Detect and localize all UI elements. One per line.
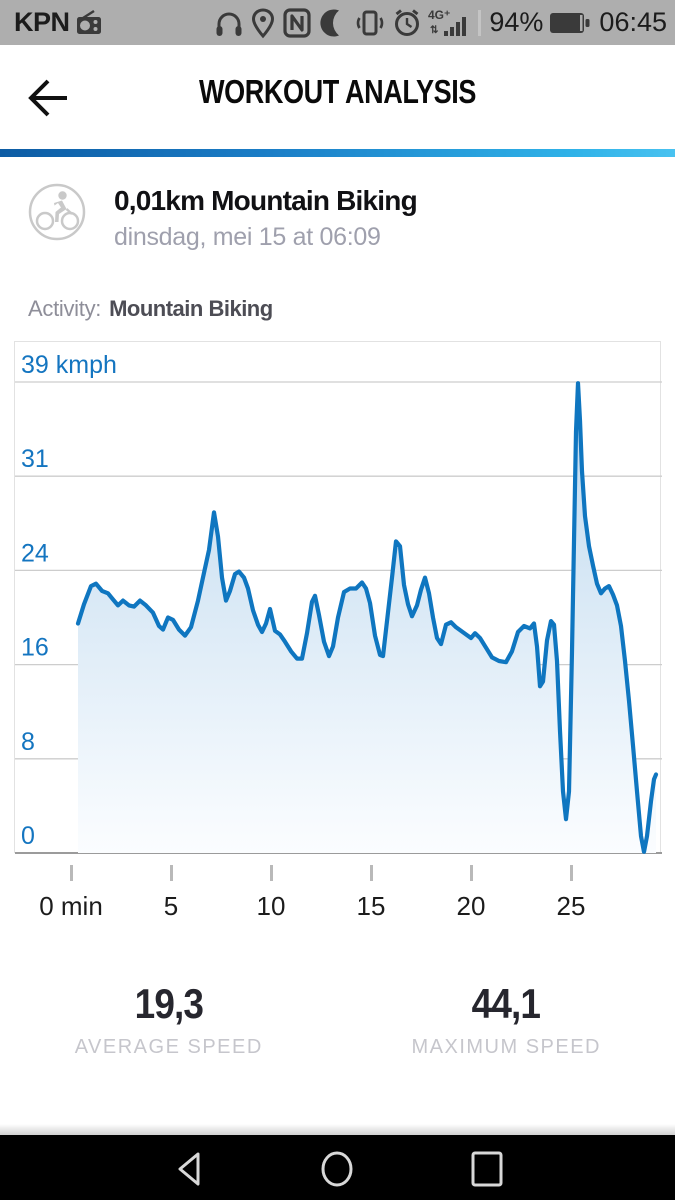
x-tick-label: 10: [256, 891, 286, 921]
stats-row: 19,3 AVERAGE SPEED 44,1 MAXIMUM SPEED: [0, 980, 675, 1059]
vibrate-icon: [357, 10, 384, 35]
x-tick-label: 15: [356, 891, 386, 921]
night-mode-moon-icon: [320, 9, 340, 36]
speed-chart-svg: 39 kmph 31 24 16 8 0: [15, 351, 662, 854]
y-tick-label: 31: [21, 445, 49, 473]
android-back-button[interactable]: [170, 1149, 210, 1189]
x-tick: [369, 865, 373, 881]
speed-chart-card: 39 kmph 31 24 16 8 0: [14, 341, 662, 854]
app-header: WORKOUT ANALYSIS: [0, 45, 675, 149]
average-speed-value: 19,3: [134, 980, 204, 1027]
speed-line: [75, 381, 659, 854]
android-recents-button[interactable]: [467, 1149, 507, 1189]
average-speed-label: AVERAGE SPEED: [74, 1036, 263, 1058]
y-tick-label: 8: [21, 728, 35, 756]
headphones-icon: [216, 12, 242, 36]
x-tick: [469, 865, 473, 881]
workout-datetime: dinsdag, mei 15 at 06:09: [114, 223, 381, 251]
cycling-activity-icon: [28, 183, 86, 241]
maximum-speed-value: 44,1: [472, 980, 541, 1027]
x-axis: 0 min 5 10 15 20 25: [14, 853, 661, 943]
maximum-speed-label: MAXIMUM SPEED: [411, 1036, 602, 1058]
header-accent-divider: [0, 149, 675, 157]
clock-label: 06:45: [599, 7, 667, 37]
x-tick-label: 20: [456, 891, 486, 921]
android-home-button[interactable]: [317, 1149, 357, 1189]
carrier-label: KPN: [14, 7, 70, 37]
page-title: WORKOUT ANALYSIS: [198, 73, 477, 110]
x-tick-label: 5: [163, 891, 179, 921]
location-icon: [252, 7, 275, 38]
status-icons: 4G⁺ ⇅ 94% 06:45: [214, 7, 667, 39]
activity-row: Activity: Mountain Biking: [28, 296, 273, 322]
x-tick: [169, 865, 173, 881]
radio-icon: [76, 9, 101, 34]
carrier-group: KPN: [14, 7, 104, 38]
stat-maximum-speed: 44,1 MAXIMUM SPEED: [338, 980, 675, 1059]
workout-title: 0,01km Mountain Biking: [114, 185, 418, 216]
x-tick: [569, 865, 573, 881]
android-nav-bar: [0, 1135, 675, 1200]
x-tick-label: 0 min: [39, 891, 103, 921]
y-tick-label: 16: [21, 634, 49, 662]
back-button[interactable]: [26, 75, 72, 121]
nfc-icon: [283, 7, 311, 38]
status-bar: KPN: [0, 0, 675, 45]
x-tick-label: 25: [556, 891, 586, 921]
alarm-icon: [395, 8, 420, 36]
4g-signal-icon: 4G⁺ ⇅: [428, 8, 467, 36]
battery-percent-label: 94%: [489, 7, 544, 37]
x-tick: [269, 865, 273, 881]
speed-area: [78, 383, 656, 853]
y-tick-label: 0: [21, 822, 35, 850]
nav-shadow: [0, 1124, 675, 1135]
svg-text:4G⁺: 4G⁺: [428, 8, 450, 22]
status-separator: [478, 9, 482, 36]
x-tick: [69, 865, 73, 881]
workout-summary: 0,01km Mountain Biking dinsdag, mei 15 a…: [28, 183, 418, 252]
stat-average-speed: 19,3 AVERAGE SPEED: [0, 980, 338, 1059]
activity-label: Activity:: [28, 296, 102, 321]
svg-text:⇅: ⇅: [430, 25, 439, 36]
battery-icon: [550, 12, 590, 33]
y-tick-label: 24: [21, 539, 49, 567]
y-tick-label: 39 kmph: [21, 351, 117, 379]
workout-head-text: 0,01km Mountain Biking dinsdag, mei 15 a…: [114, 183, 418, 252]
activity-value: Mountain Biking: [109, 296, 273, 321]
